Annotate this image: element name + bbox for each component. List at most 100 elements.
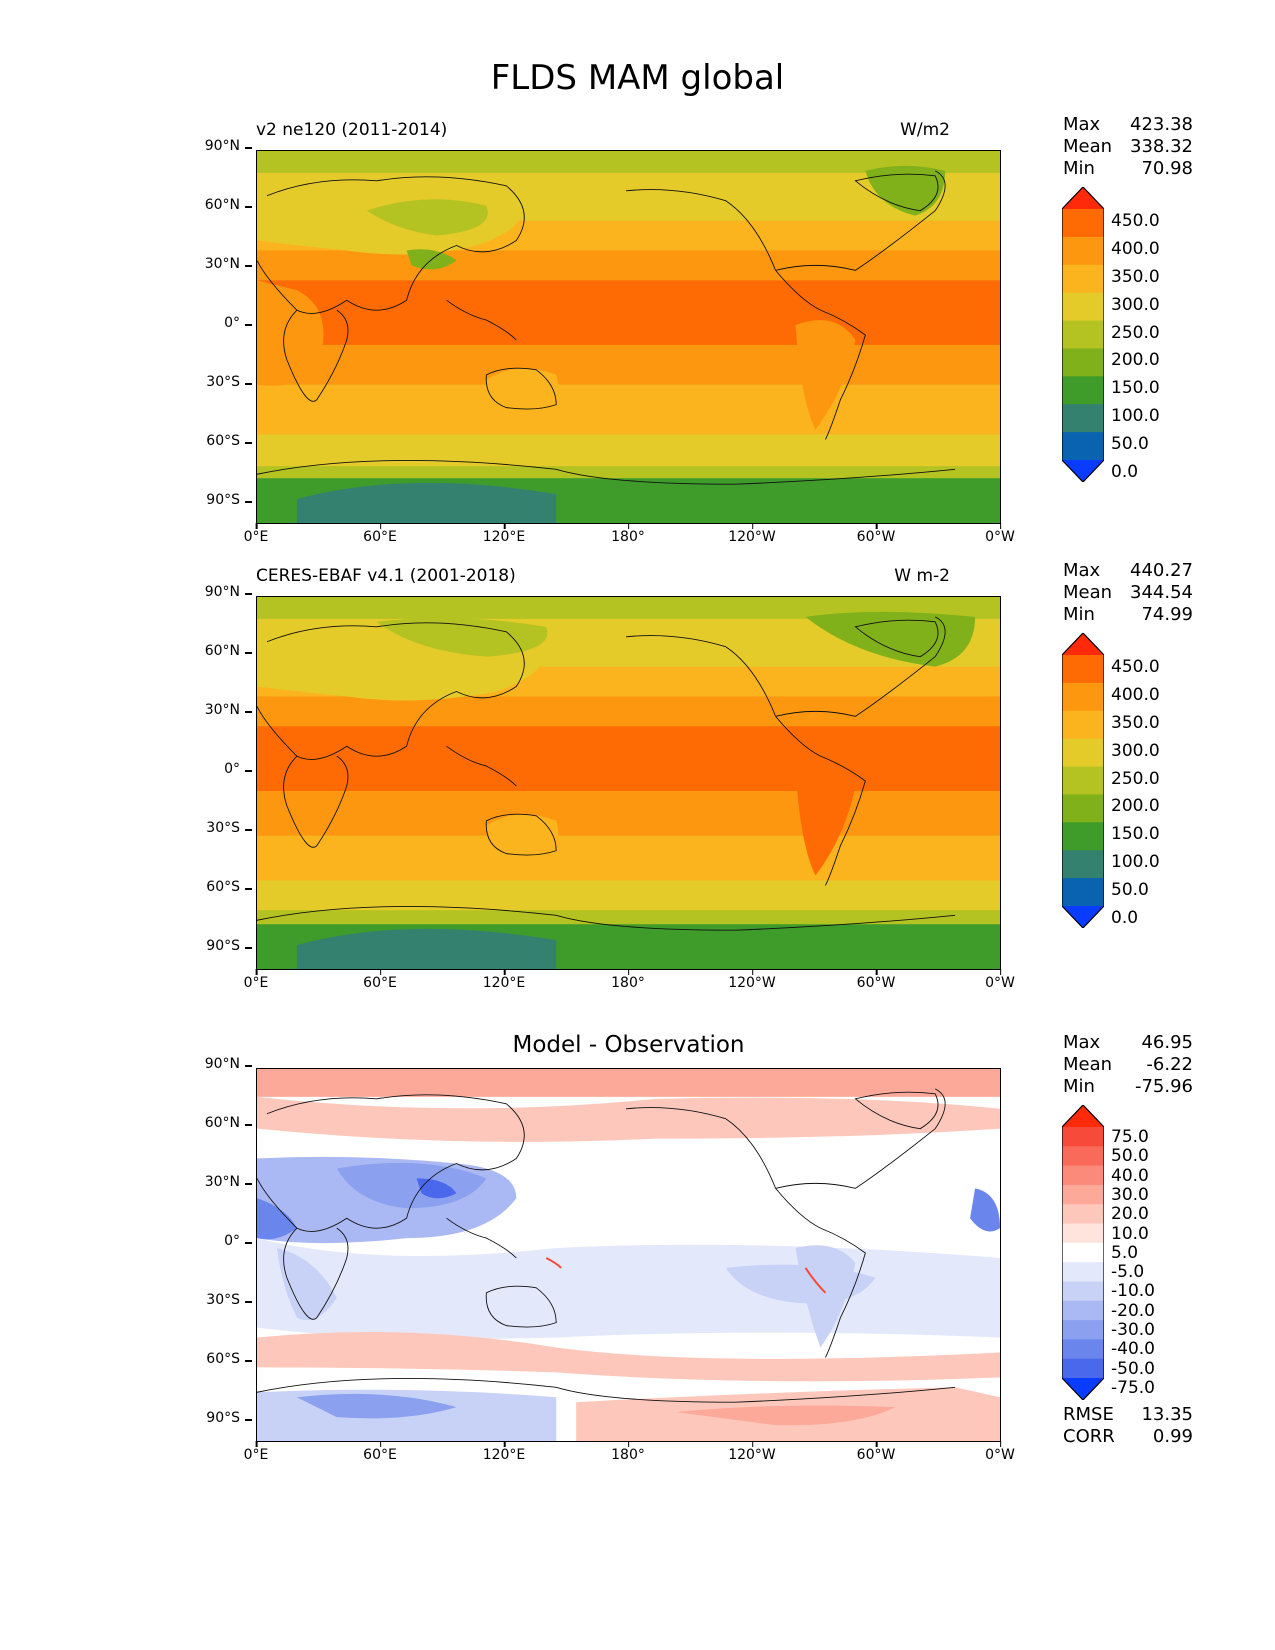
- y-tick: 90°N: [204, 1056, 253, 1072]
- colorbar-segment: [1062, 822, 1104, 851]
- colorbar-segment: [1062, 1127, 1104, 1147]
- stats-block: Max 440.27 Mean 344.54 Min 74.99: [1063, 560, 1193, 626]
- colorbar-label: 100.0: [1111, 852, 1160, 873]
- stat-label: Mean: [1063, 1054, 1113, 1075]
- stats-block: Max 46.95 Mean -6.22 Min -75.96: [1063, 1032, 1193, 1098]
- colorbar: [1062, 1105, 1104, 1400]
- x-tick: 180°: [611, 1441, 645, 1463]
- stat-label: Max: [1063, 1032, 1101, 1053]
- colorbar-segment: [1062, 710, 1104, 740]
- colorbar-label: 450.0: [1111, 211, 1160, 231]
- figure-title: FLDS MAM global: [490, 58, 785, 98]
- colorbar-segment: [1062, 1242, 1104, 1263]
- colorbar-label: -5.0: [1111, 1262, 1145, 1283]
- colorbar-segment: [1062, 850, 1104, 879]
- stat-label: Min: [1063, 604, 1095, 625]
- colorbar-label: -10.0: [1111, 1281, 1155, 1302]
- colorbar-label: 40.0: [1111, 1165, 1149, 1186]
- colorbar-segment: [1062, 292, 1104, 322]
- colorbar-segment: [1062, 1165, 1104, 1186]
- stat-value: 0.99: [1152, 1426, 1193, 1447]
- colorbar-label: 200.0: [1111, 350, 1160, 371]
- map-model-field: [257, 151, 1000, 523]
- y-tick: 60°S: [206, 879, 252, 895]
- y-tick: 30°N: [204, 256, 253, 272]
- colorbar-label: 30.0: [1111, 1184, 1149, 1205]
- colorbar-segment: [1062, 376, 1104, 405]
- colorbar-label: 400.0: [1111, 684, 1160, 705]
- x-tick: 120°W: [728, 1441, 776, 1463]
- x-tick: 120°W: [728, 969, 776, 991]
- map-difference: [256, 1068, 1001, 1442]
- colorbar-label: 0.0: [1111, 462, 1139, 482]
- colorbar-label: 400.0: [1111, 238, 1160, 259]
- panel-subtitle-left: CERES-EBAF v4.1 (2001-2018): [256, 566, 516, 586]
- x-tick: 0°E: [243, 1441, 269, 1463]
- colorbar: [1062, 633, 1104, 928]
- y-tick: 30°S: [206, 1292, 252, 1308]
- x-tick: 0°W: [985, 1441, 1015, 1463]
- x-tick: 60°E: [363, 523, 397, 545]
- stat-label: Max: [1063, 560, 1101, 581]
- stat-value: 338.32: [1130, 136, 1193, 157]
- colorbar-extend-min: [1062, 460, 1104, 482]
- y-tick: 60°N: [204, 643, 253, 659]
- colorbar-segment: [1062, 236, 1104, 266]
- x-tick: 0°W: [985, 969, 1015, 991]
- colorbar-segment: [1062, 209, 1104, 238]
- map-observation: [256, 596, 1001, 970]
- colorbar-label: 150.0: [1111, 824, 1160, 845]
- x-tick: 120°E: [482, 969, 526, 991]
- stat-label: Min: [1063, 1076, 1095, 1097]
- colorbar-segment: [1062, 1204, 1104, 1225]
- x-tick: 60°W: [856, 969, 896, 991]
- colorbar-extend-max: [1062, 187, 1104, 209]
- panel-observation: CERES-EBAF v4.1 (2001-2018) W m-2: [0, 560, 1275, 1010]
- y-tick: 30°S: [206, 374, 252, 390]
- colorbar-segment: [1062, 794, 1104, 823]
- map-model: [256, 150, 1001, 524]
- colorbar-label: -50.0: [1111, 1358, 1155, 1379]
- colorbar-label: -40.0: [1111, 1339, 1155, 1360]
- rmse-corr-block: RMSE 13.35 CORR 0.99: [1063, 1404, 1193, 1448]
- x-tick: 120°E: [482, 523, 526, 545]
- stat-value: 13.35: [1141, 1404, 1193, 1425]
- colorbar-label: -20.0: [1111, 1300, 1155, 1321]
- colorbar-segment: [1062, 766, 1104, 795]
- colorbar-label: 75.0: [1111, 1127, 1149, 1147]
- colorbar-segment: [1062, 1223, 1104, 1244]
- colorbar-label: 50.0: [1111, 880, 1149, 901]
- x-tick: 60°W: [856, 1441, 896, 1463]
- y-tick: 60°N: [204, 1115, 253, 1131]
- y-tick: 0°: [224, 761, 252, 777]
- colorbar-label: 350.0: [1111, 712, 1160, 733]
- colorbar-label: 20.0: [1111, 1204, 1149, 1225]
- x-tick: 120°W: [728, 523, 776, 545]
- colorbar-extend-max: [1062, 1105, 1104, 1127]
- panel-units: W m-2: [894, 566, 950, 586]
- y-tick: 30°N: [204, 1174, 253, 1190]
- colorbar-extend-min: [1062, 906, 1104, 928]
- y-tick: 60°S: [206, 433, 252, 449]
- colorbar-segment: [1062, 264, 1104, 294]
- stat-value: -75.96: [1134, 1076, 1193, 1097]
- colorbar-segment: [1062, 655, 1104, 684]
- y-tick: 30°N: [204, 702, 253, 718]
- colorbar-extend-min: [1062, 1378, 1104, 1400]
- x-tick: 60°W: [856, 523, 896, 545]
- map-difference-field: [257, 1069, 1000, 1441]
- stats-block: Max 423.38 Mean 338.32 Min 70.98: [1063, 114, 1193, 180]
- stat-label: Min: [1063, 158, 1095, 179]
- y-tick: 0°: [224, 1233, 252, 1249]
- colorbar-label: 150.0: [1111, 378, 1160, 399]
- y-tick: 60°S: [206, 1351, 252, 1367]
- y-tick: 90°N: [204, 584, 253, 600]
- colorbar-segment: [1062, 1184, 1104, 1205]
- colorbar-extend-max: [1062, 633, 1104, 655]
- colorbar-label: 300.0: [1111, 740, 1160, 761]
- colorbar: [1062, 187, 1104, 482]
- colorbar-segment: [1062, 682, 1104, 712]
- stat-label: RMSE: [1063, 1404, 1114, 1425]
- colorbar-segment: [1062, 1281, 1104, 1302]
- colorbar-label: 250.0: [1111, 768, 1160, 789]
